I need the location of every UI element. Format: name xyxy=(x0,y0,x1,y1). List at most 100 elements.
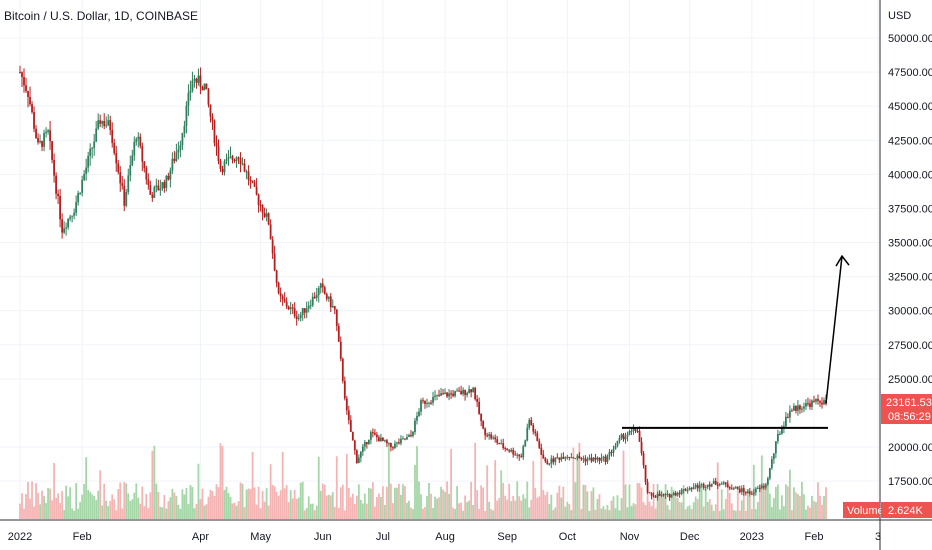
candle-body xyxy=(281,296,284,299)
volume-bar xyxy=(113,499,116,519)
candle-body xyxy=(438,394,440,396)
volume-bar xyxy=(432,507,434,519)
volume-bar xyxy=(229,496,232,519)
volume-bar xyxy=(27,481,29,519)
volume-bar xyxy=(706,501,709,519)
volume-bar xyxy=(165,508,168,519)
volume-bar xyxy=(602,506,605,519)
candle-body xyxy=(199,75,202,88)
last-price-bg xyxy=(881,394,932,424)
candle-body xyxy=(448,393,450,397)
volume-label: Volume xyxy=(847,505,884,517)
candle-body xyxy=(341,358,344,381)
candle-body xyxy=(221,168,224,173)
candle-body xyxy=(213,120,216,144)
volume-bar xyxy=(732,510,735,519)
candle-body xyxy=(422,400,424,402)
candle-body xyxy=(618,437,621,441)
price-tick-label: 20000.00 xyxy=(888,442,932,454)
volume-bar xyxy=(213,495,216,519)
candle-body xyxy=(584,458,587,462)
candle-body xyxy=(331,306,334,308)
candle-body xyxy=(39,141,41,143)
candle-body xyxy=(275,270,278,283)
volume-bar xyxy=(167,501,170,519)
volume-bar xyxy=(558,485,561,519)
volume-bar xyxy=(143,506,146,519)
volume-bar xyxy=(129,500,132,519)
candle-body xyxy=(347,410,350,421)
candle-body xyxy=(55,175,57,194)
candle-body xyxy=(484,428,487,436)
volume-bar xyxy=(470,481,473,519)
candle-body xyxy=(388,442,390,444)
candle-body xyxy=(654,496,657,498)
volume-bar xyxy=(45,503,47,519)
candle-body xyxy=(516,454,519,456)
candle-body xyxy=(77,193,80,203)
volume-bar xyxy=(596,499,599,519)
candle-body xyxy=(263,213,266,217)
volume-bar xyxy=(600,508,603,519)
volume-bar xyxy=(215,484,218,519)
volume-bar xyxy=(730,503,733,519)
time-axis[interactable]: 2022 Feb Apr May Jun Jul Aug Sep Oct Nov Dec 2023 Fe… xyxy=(8,531,881,543)
volume-bar xyxy=(59,503,61,519)
candle-body xyxy=(588,457,591,460)
volume-bar xyxy=(343,510,346,519)
candle-body xyxy=(123,185,126,206)
volume-bar xyxy=(452,507,454,519)
candle-body xyxy=(145,168,148,180)
volume-bar xyxy=(400,494,402,519)
volume-bar xyxy=(450,448,452,519)
volume-bar xyxy=(628,484,631,519)
volume-bar xyxy=(526,481,529,519)
candle-body xyxy=(127,175,130,192)
volume-bar xyxy=(31,481,33,519)
candle-body xyxy=(799,405,801,410)
candle-body xyxy=(496,439,499,443)
price-axis[interactable]: 50000.00 47500.00 45000.00 42500.00 40000.00… xyxy=(888,33,932,488)
candle-body xyxy=(466,392,469,395)
volume-bar xyxy=(309,503,312,519)
volume-bar xyxy=(247,488,250,519)
candle-body xyxy=(408,435,410,437)
candle-body xyxy=(379,437,382,442)
candle-body xyxy=(335,309,338,327)
price-tick-label: 30000.00 xyxy=(888,306,932,318)
candle-body xyxy=(464,389,467,395)
candle-body xyxy=(163,182,166,189)
candle-body xyxy=(361,446,364,452)
candle-body xyxy=(103,120,106,127)
candle-body xyxy=(398,442,400,444)
volume-bar xyxy=(778,509,781,519)
volume-bar xyxy=(37,492,39,519)
volume-bar xyxy=(604,509,607,519)
volume-bar xyxy=(754,509,757,519)
volume-bar xyxy=(474,442,477,519)
candle-body xyxy=(315,295,318,298)
volume-bar xyxy=(117,489,120,519)
candle-body xyxy=(67,218,70,228)
candle-body xyxy=(141,146,144,162)
volume-bar xyxy=(255,504,258,519)
candle-body xyxy=(612,449,615,453)
volume-bar xyxy=(426,496,428,519)
candle-body xyxy=(245,171,248,173)
volume-bar xyxy=(371,482,374,519)
candle-body xyxy=(37,138,39,143)
candle-body xyxy=(686,490,689,492)
volume-value-bg xyxy=(881,502,932,518)
volume-bars xyxy=(19,442,827,519)
volume-bar xyxy=(484,510,487,519)
volume-bar xyxy=(377,493,380,519)
volume-bar xyxy=(398,483,400,519)
volume-bar xyxy=(825,487,827,519)
volume-bar xyxy=(221,446,224,519)
candle-body xyxy=(406,436,408,440)
volume-bar xyxy=(562,486,565,519)
volume-indicator[interactable]: Volume 2.624K xyxy=(843,502,932,518)
candle-body xyxy=(273,253,276,271)
candle-body xyxy=(253,182,256,187)
